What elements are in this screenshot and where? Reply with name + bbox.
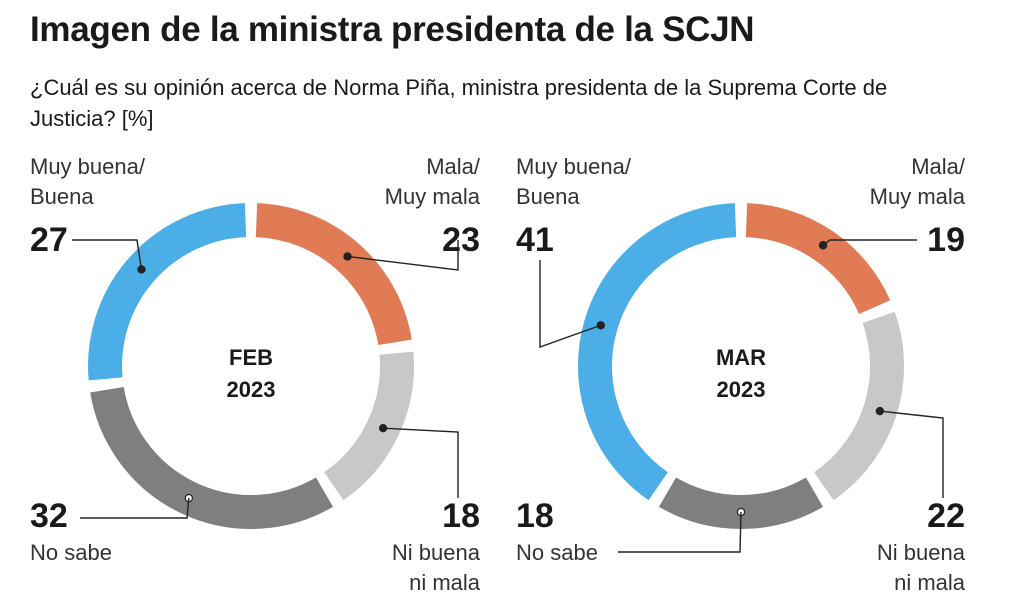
chart-title: Imagen de la ministra presidenta de la S… (30, 10, 755, 49)
slice-ni-buena-ni-mala (813, 311, 904, 501)
leader-feb-no-sabe (80, 498, 190, 519)
slice-mala-muy-mala (745, 203, 891, 315)
mar-label-muy-buena-buena: Muy buena/ Buena (516, 154, 631, 209)
mar-value-mala-muy-mala: 19 (927, 221, 965, 259)
feb-value-muy-buena-buena: 27 (30, 221, 68, 259)
leader-feb-mala-muy-mala (347, 240, 459, 271)
leader-mar-muy-buena-buena (539, 260, 602, 348)
slice-ni-buena-ni-mala (323, 351, 414, 501)
mar-value-no-sabe: 18 (516, 497, 554, 535)
leader-mar-ni-buena-ni-mala (879, 410, 944, 498)
mar-center-label: MAR 2023 (715, 345, 767, 402)
slice-no-sabe (90, 386, 334, 529)
mar-value-muy-buena-buena: 41 (516, 221, 554, 259)
leader-mar-mala-muy-mala (822, 239, 917, 246)
leader-lines (72, 239, 944, 553)
feb-label-no-sabe: No sabe (30, 540, 112, 565)
feb-center-label: FEB 2023 (226, 345, 276, 402)
slice-mala-muy-mala (255, 203, 412, 346)
feb-value-mala-muy-mala: 23 (442, 221, 480, 259)
feb-value-ni-buena-ni-mala: 18 (442, 497, 480, 535)
leader-mar-no-sabe (618, 511, 742, 553)
mar-label-mala-muy-mala: Mala/ Muy mala (869, 154, 965, 209)
feb-label-ni-buena-ni-mala: Ni buena ni mala (391, 540, 480, 595)
feb-value-no-sabe: 32 (30, 497, 68, 535)
feb-label-mala-muy-mala: Mala/ Muy mala (384, 154, 480, 209)
leader-feb-ni-buena-ni-mala (383, 427, 459, 498)
chart-subtitle: ¿Cuál es su opinión acerca de Norma Piña… (30, 75, 888, 131)
mar-value-ni-buena-ni-mala: 22 (927, 497, 965, 535)
leader-feb-muy-buena-buena (72, 239, 143, 270)
mar-label-ni-buena-ni-mala: Ni buena ni mala (876, 540, 965, 595)
feb-label-muy-buena-buena: Muy buena/ Buena (30, 154, 145, 209)
mar-label-no-sabe: No sabe (516, 540, 598, 565)
